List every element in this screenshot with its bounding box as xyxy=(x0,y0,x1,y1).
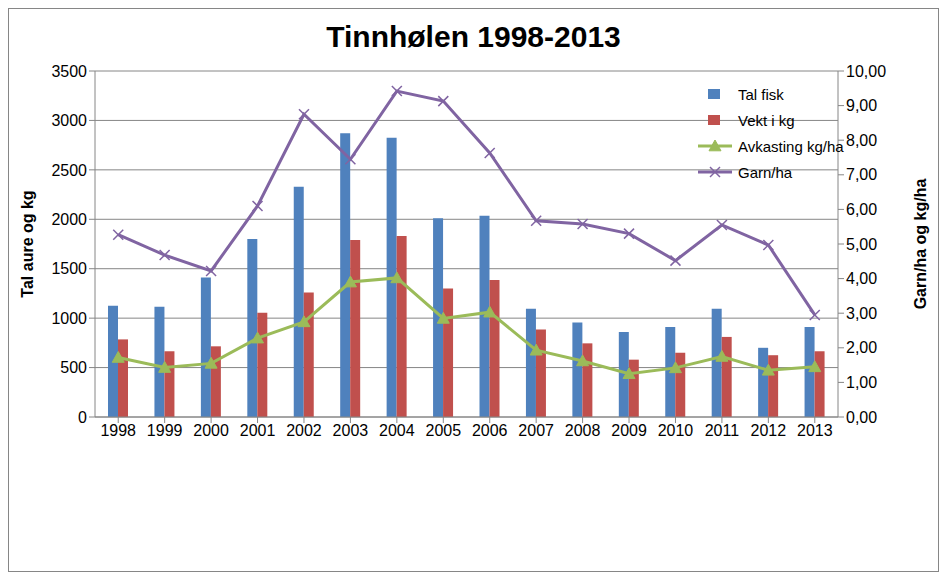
svg-text:Tal aure og kg: Tal aure og kg xyxy=(19,190,36,297)
svg-text:0: 0 xyxy=(78,409,87,426)
html-text:Vekt i kg: Vekt i kg xyxy=(738,111,795,129)
svg-text:8,00: 8,00 xyxy=(846,132,877,149)
html-text:Avkasting kg/ha: Avkasting kg/ha xyxy=(738,137,844,155)
svg-text:2002: 2002 xyxy=(286,422,322,439)
svg-text:2011: 2011 xyxy=(705,422,740,439)
svg-text:Garn/ha og kg/ha: Garn/ha og kg/ha xyxy=(912,179,929,310)
svg-text:2001: 2001 xyxy=(240,422,276,439)
svg-text:2000: 2000 xyxy=(51,211,87,228)
svg-text:4,00: 4,00 xyxy=(846,270,877,287)
svg-text:2008: 2008 xyxy=(565,422,601,439)
svg-text:1000: 1000 xyxy=(51,310,87,327)
svg-text:1998: 1998 xyxy=(100,422,136,439)
svg-text:2003: 2003 xyxy=(333,422,369,439)
svg-text:2000: 2000 xyxy=(193,422,229,439)
svg-text:2005: 2005 xyxy=(425,422,461,439)
svg-text:2009: 2009 xyxy=(611,422,647,439)
svg-text:3,00: 3,00 xyxy=(846,305,877,322)
svg-text:0,00: 0,00 xyxy=(846,409,877,426)
html-text:Garn/ha: Garn/ha xyxy=(738,163,793,181)
svg-text:7,00: 7,00 xyxy=(846,166,877,183)
svg-text:2007: 2007 xyxy=(518,422,554,439)
svg-text:2,00: 2,00 xyxy=(846,339,877,356)
svg-text:2012: 2012 xyxy=(751,422,787,439)
svg-text:1500: 1500 xyxy=(51,260,87,277)
svg-text:10,00: 10,00 xyxy=(846,63,886,80)
svg-text:1999: 1999 xyxy=(147,422,183,439)
svg-text:9,00: 9,00 xyxy=(846,97,877,114)
svg-text:2013: 2013 xyxy=(797,422,833,439)
svg-text:2010: 2010 xyxy=(658,422,694,439)
html-text:Tinnhølen 1998-2013: Tinnhølen 1998-2013 xyxy=(326,20,621,53)
svg-text:1,00: 1,00 xyxy=(846,374,877,391)
svg-text:3000: 3000 xyxy=(51,112,87,129)
svg-text:2006: 2006 xyxy=(472,422,508,439)
svg-text:3500: 3500 xyxy=(51,63,87,80)
svg-text:6,00: 6,00 xyxy=(846,201,877,218)
svg-text:5,00: 5,00 xyxy=(846,236,877,253)
html-text:Tal fisk: Tal fisk xyxy=(738,85,784,103)
svg-text:500: 500 xyxy=(60,359,87,376)
svg-text:2004: 2004 xyxy=(379,422,415,439)
svg-text:2500: 2500 xyxy=(51,162,87,179)
